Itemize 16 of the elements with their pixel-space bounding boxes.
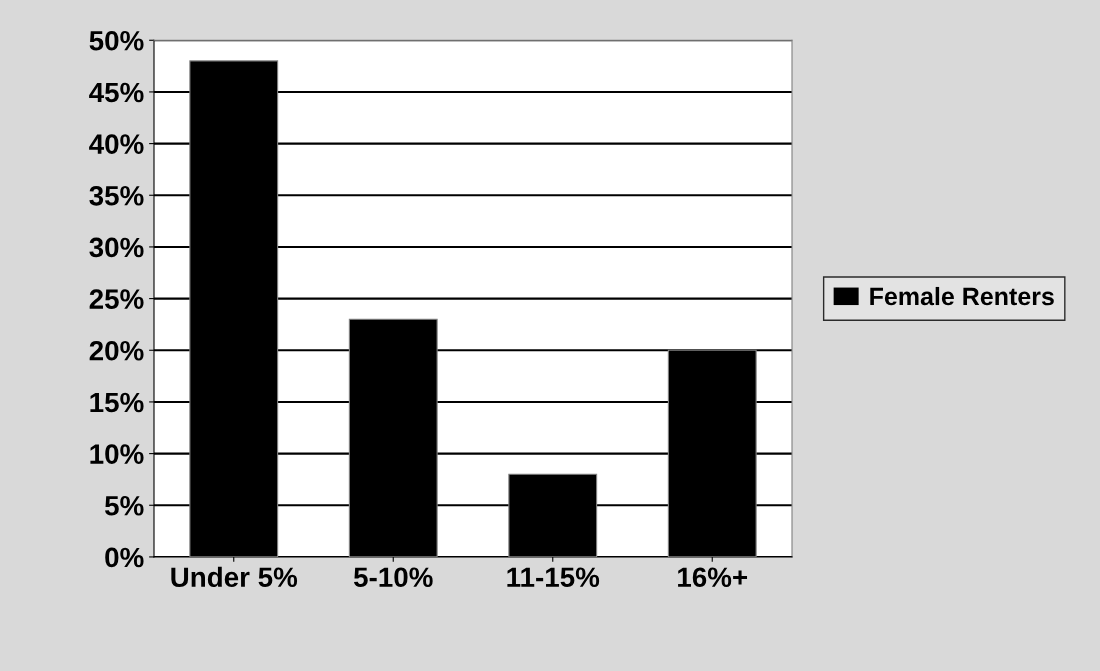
y-tick-label: 0% — [105, 547, 144, 568]
y-tick-label: 5% — [104, 496, 144, 516]
x-tick-label: 5-10% — [353, 567, 433, 588]
y-tick-label: 35% — [89, 185, 144, 206]
y-tick-label: 45% — [89, 82, 144, 103]
y-tick-label: 30% — [89, 237, 144, 258]
y-tick-label: 40% — [89, 134, 144, 154]
x-tick-label: Under 5% — [171, 566, 298, 588]
y-tick-label: 25% — [89, 289, 144, 309]
x-tick-label: 11-15% — [507, 567, 600, 588]
y-tick-label: 50% — [89, 30, 144, 51]
x-tick-label: 16%+ — [678, 567, 748, 588]
y-tick-label: 20% — [89, 340, 144, 361]
y-tick-label: 10% — [90, 444, 144, 464]
legend-label: Female Renters — [870, 286, 1054, 306]
y-tick-label: 15% — [90, 392, 144, 413]
